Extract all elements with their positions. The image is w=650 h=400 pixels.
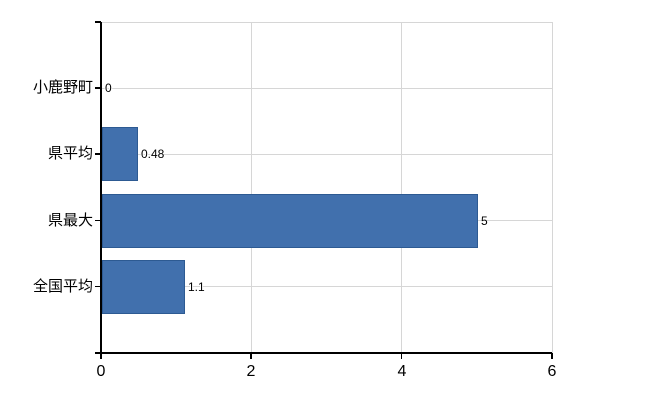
bar-value-label: 5 [481, 214, 488, 228]
x-axis-tick [250, 353, 252, 359]
category-tick [95, 153, 101, 155]
horizontal-gridline [101, 21, 552, 23]
bar[interactable] [102, 194, 478, 248]
bar-value-label: 1.1 [188, 280, 205, 294]
bar-value-label: 0 [105, 81, 112, 95]
horizontal-gridline [101, 87, 552, 89]
category-tick [95, 219, 101, 222]
horizontal-gridline [101, 153, 552, 155]
bar[interactable] [102, 260, 185, 314]
category-label: 県最大 [47, 212, 93, 229]
y-axis-line [100, 22, 102, 353]
category-label: 小鹿野町 [32, 79, 93, 96]
category-axis-end-tick [95, 21, 101, 23]
horizontal-gridline [101, 286, 552, 288]
x-axis-tick [100, 353, 102, 359]
category-tick [95, 285, 101, 288]
vertical-gridline [250, 22, 252, 353]
category-label: 全国平均 [32, 278, 93, 295]
bar[interactable] [102, 127, 138, 181]
x-axis-line [95, 352, 552, 354]
vertical-gridline [551, 22, 553, 353]
vertical-gridline [401, 22, 403, 353]
x-tick-label: 2 [246, 363, 256, 380]
category-tick [95, 87, 101, 89]
x-tick-label: 4 [397, 363, 407, 380]
x-tick-label: 6 [547, 363, 557, 380]
x-axis-tick [551, 353, 553, 359]
x-axis-tick [400, 353, 403, 359]
bar-value-label: 0.48 [141, 147, 165, 161]
category-label: 県平均 [47, 145, 93, 162]
x-tick-label: 0 [96, 363, 106, 380]
